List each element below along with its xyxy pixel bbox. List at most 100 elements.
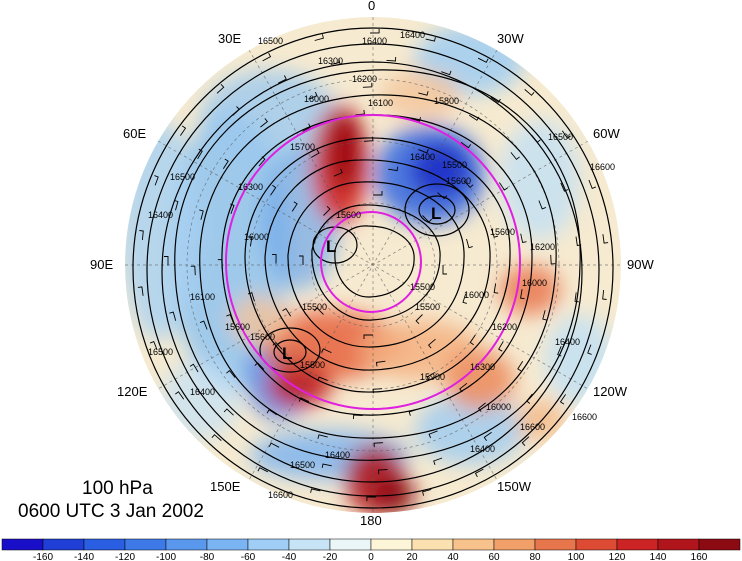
wind-barb [442,265,447,275]
wind-barb [323,205,331,216]
wind-barb [483,431,492,441]
colorbar-tick-label: 0 [368,552,374,561]
wind-barb [302,123,311,132]
colorbar-swatch [1,538,44,551]
wind-barb [520,233,527,244]
contour-label: 16600 [268,490,293,500]
wind-barb [602,290,607,300]
contour-label: 16100 [190,292,215,302]
colorbar-swatch [411,538,454,551]
colorbar-tick-label: 60 [488,552,500,561]
colorbar-swatch [534,538,577,551]
wind-barb [149,341,158,351]
colorbar-swatch [575,538,618,551]
colorbar-tick-labels: -160 -140 -120 -100 -80 -60 -40 -20 0 20 40 60 80 100… [33,552,708,561]
wind-barb [333,168,343,177]
wind-barb [362,82,373,88]
colorbar-swatches [1,538,741,551]
contour-label: 16400 [362,36,387,46]
wind-barb [299,255,304,265]
contour-label: 15500 [442,160,467,170]
colorbar-tick-label: -140 [74,552,94,561]
wind-barb [310,149,320,158]
wind-barb [262,52,272,62]
wind-barb [410,117,421,122]
wind-barb [139,230,144,240]
wind-barb [588,179,597,189]
wind-barb [560,182,569,192]
wind-barb [317,434,328,439]
contour-label: 16000 [464,290,489,300]
wind-barb [298,397,310,403]
wind-barb [270,184,277,196]
contour-label: 16600 [572,412,597,422]
contour-label: 16500 [258,36,283,46]
contour-label: 16600 [590,162,615,172]
colorbar-swatch [329,538,372,551]
wind-barb [521,436,530,447]
wind-barb [561,130,571,139]
wind-barb [222,158,229,169]
wind-barb [418,91,429,96]
colorbar: -160 -140 -120 -100 -80 -60 -40 -20 0 20 40 60 80 100… [1,538,741,561]
wind-barb [180,125,187,136]
wind-barb [266,409,277,416]
low-marker: L [326,237,336,256]
wind-barb [490,96,501,104]
contour-label: 15900 [420,372,445,382]
contour-label: 16000 [486,402,511,412]
contour-label: 15800 [434,96,459,106]
contour-label: 16500 [290,460,315,470]
colorbar-tick-label: -40 [282,552,297,561]
wind-barb [321,463,332,468]
lon-label-60w: 60W [593,126,620,141]
wind-barb [469,334,476,346]
contour-label: 16300 [318,56,343,66]
wind-barb [499,182,508,191]
contour-label: 16500 [170,172,195,182]
lon-label-30w: 30W [497,31,524,46]
low-centers: L L L [282,204,441,363]
wind-barb [216,83,225,94]
height-contours [132,27,614,509]
wind-barb [173,199,179,211]
contour-label: 15600 [490,227,515,237]
wind-barb [524,89,535,96]
wind-barb [223,408,234,416]
wind-barb [370,28,380,34]
contour-label: 16200 [352,74,377,84]
wind-barb [428,430,438,439]
lon-label-120e: 120E [117,384,148,399]
wind-barb [260,118,269,128]
wind-barb [373,191,383,196]
wind-barb [602,234,609,244]
contour-label: 16200 [492,322,517,332]
wind-barb [427,338,436,349]
ring-inner [320,211,422,313]
wind-barbs [137,28,609,502]
contour-label: 15600 [446,176,471,186]
wind-barb [477,402,486,412]
wind-barb [433,457,443,465]
colorbar-tick-label: -80 [200,552,215,561]
colorbar-swatch [657,538,700,551]
wind-barb [388,166,399,172]
wind-barb [498,341,504,352]
wind-barb [386,56,397,62]
colorbar-swatch [247,538,290,551]
contour-label: 16400 [410,152,435,162]
wind-barb [282,307,292,317]
colorbar-swatch [370,538,413,551]
colorbar-swatch [165,538,208,551]
contour-label: 16000 [522,278,547,288]
contour-label: 16300 [470,362,495,372]
contour-label: 16100 [368,98,393,108]
contour-label: 16600 [520,422,545,432]
lon-label-0: 0 [368,0,375,13]
wind-barb [164,256,169,266]
wind-barb [310,488,321,493]
colorbar-tick-label: -160 [33,552,53,561]
colorbar-swatch [616,538,659,551]
wind-barb [422,489,432,496]
colorbar-tick-label: 80 [529,552,541,561]
